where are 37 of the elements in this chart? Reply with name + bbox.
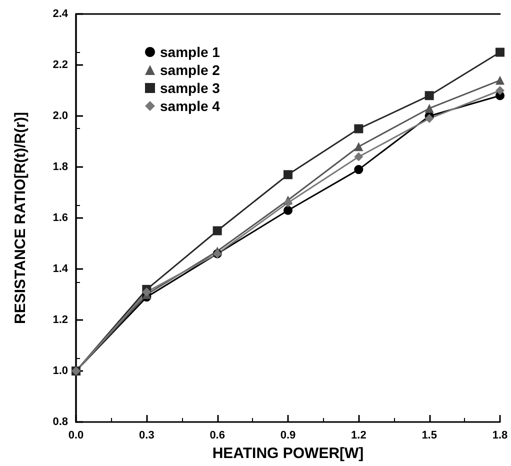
x-tick-label: 0.3 bbox=[139, 430, 154, 442]
y-tick-label: 1.2 bbox=[52, 314, 68, 326]
y-tick-label: 1.6 bbox=[52, 212, 68, 224]
legend-label: sample 1 bbox=[160, 44, 220, 60]
y-axis-title: RESISTANCE RATIO[R(t)/R(r)] bbox=[12, 112, 29, 324]
point bbox=[496, 86, 504, 95]
x-tick-label: 1.8 bbox=[492, 430, 508, 442]
y-tick-label: 2.2 bbox=[52, 59, 68, 71]
point bbox=[354, 165, 364, 174]
point bbox=[212, 226, 222, 236]
point bbox=[284, 198, 292, 208]
y-tick-label: 1.0 bbox=[52, 365, 68, 377]
point bbox=[424, 91, 434, 100]
x-tick-label: 0.6 bbox=[210, 430, 225, 442]
x-axis-title: HEATING POWER[W] bbox=[212, 445, 364, 462]
point bbox=[354, 124, 364, 134]
y-tick-label: 0.8 bbox=[52, 416, 68, 428]
point bbox=[424, 104, 434, 113]
y-tick-label: 2.4 bbox=[52, 8, 69, 20]
point bbox=[496, 76, 504, 85]
x-tick-label: 0.0 bbox=[68, 430, 84, 442]
point bbox=[496, 48, 504, 57]
legend-label: sample 4 bbox=[160, 98, 220, 114]
point bbox=[142, 287, 152, 296]
y-tick-label: 1.8 bbox=[52, 161, 68, 173]
point bbox=[424, 114, 434, 124]
legend-label: sample 2 bbox=[160, 62, 220, 78]
point bbox=[354, 142, 364, 152]
legend-label: sample 3 bbox=[160, 80, 220, 96]
point bbox=[284, 206, 292, 215]
x-tick-label: 1.2 bbox=[351, 430, 366, 442]
point bbox=[284, 170, 292, 180]
x-tick-label: 1.5 bbox=[422, 430, 437, 442]
point bbox=[354, 152, 364, 162]
x-tick-label: 0.9 bbox=[280, 430, 296, 442]
y-tick-label: 1.4 bbox=[52, 263, 69, 275]
y-tick-label: 2.0 bbox=[52, 110, 68, 122]
